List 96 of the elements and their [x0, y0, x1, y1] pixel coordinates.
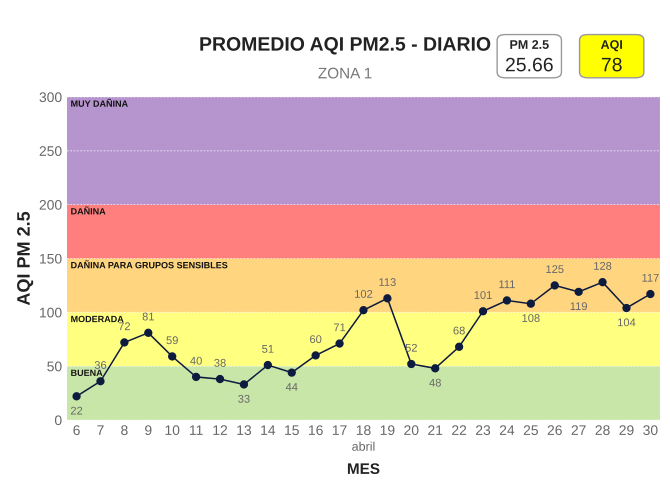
data-label: 22 [70, 406, 82, 414]
x-tick-label: 15 [285, 425, 299, 436]
point [646, 290, 655, 298]
y-tick-label: 0 [54, 415, 62, 426]
data-label: 102 [355, 290, 372, 298]
data-label: 119 [570, 302, 587, 310]
data-label: 60 [310, 335, 322, 344]
x-tick-label: 23 [476, 425, 490, 436]
data-label: 40 [190, 356, 202, 365]
x-tick-label: 22 [452, 425, 466, 435]
chart-subtitle: ZONA 1 [318, 68, 372, 78]
x-tick-label: 7 [97, 425, 104, 435]
x-tick-label: 21 [428, 425, 442, 435]
point [359, 306, 368, 314]
y-tick-label: 300 [40, 92, 62, 102]
data-label: 111 [499, 280, 515, 288]
x-tick-label: 30 [643, 425, 658, 436]
point [526, 300, 536, 308]
data-label: 104 [618, 318, 636, 326]
band-label: BUENA [71, 370, 102, 376]
chart-title: PROMEDIO AQI PM2.5 - DIARIO [200, 37, 490, 54]
text: AQI [600, 40, 622, 52]
point [574, 288, 583, 296]
point [431, 364, 440, 372]
data-label: 68 [454, 326, 465, 334]
data-label: 38 [214, 358, 226, 367]
point [622, 304, 631, 312]
x-tick-label: 6 [73, 425, 80, 436]
data-label: 72 [118, 322, 130, 330]
x-tick-label: 17 [332, 425, 347, 435]
point [335, 339, 344, 348]
x-tick-label: 24 [500, 425, 514, 435]
point [240, 380, 248, 389]
point [144, 328, 152, 337]
x-axis-title: MES [348, 463, 380, 474]
band-label: DAÑINA PARA GRUPOS SENSIBLES [71, 260, 228, 268]
point [216, 374, 224, 384]
point [96, 377, 105, 386]
point [383, 294, 392, 302]
data-label: 101 [474, 291, 492, 299]
y-tick-label: 50 [47, 361, 62, 372]
point [454, 342, 464, 351]
text: 25.66 [506, 58, 553, 72]
data-label: 36 [94, 361, 106, 369]
data-label: 113 [379, 278, 396, 286]
x-tick-label: 12 [213, 425, 228, 435]
point [192, 372, 200, 382]
point [288, 368, 296, 377]
point [120, 338, 129, 347]
x-tick-label: 16 [308, 425, 323, 436]
point [550, 281, 559, 290]
point [264, 360, 272, 370]
data-label: 125 [546, 265, 564, 274]
y-tick-label: 150 [40, 254, 62, 264]
text: abril [352, 442, 374, 451]
point [168, 352, 176, 361]
data-label: 51 [262, 345, 274, 353]
band-label: DAÑINA [71, 206, 106, 214]
data-label: 59 [166, 336, 178, 344]
band-label: MUY DAÑINA [71, 98, 128, 107]
point [598, 278, 607, 286]
x-tick-label: 14 [261, 425, 276, 435]
y-axis-title: AQI PM 2.5 [17, 212, 34, 306]
data-label: 71 [334, 324, 346, 332]
data-label: 81 [142, 312, 154, 320]
x-tick-label: 25 [524, 425, 538, 436]
text: 78 [602, 58, 622, 72]
data-label: 33 [238, 394, 250, 403]
x-tick-label: 13 [237, 425, 252, 436]
point [502, 296, 512, 305]
x-tick-label: 19 [380, 425, 394, 436]
data-label: 117 [642, 274, 659, 282]
point [407, 360, 416, 368]
band-label: MODERADA [71, 316, 124, 322]
x-tick-label: 18 [356, 425, 371, 436]
x-tick-label: 27 [572, 425, 586, 435]
y-tick-label: 200 [40, 200, 62, 210]
point [311, 351, 320, 360]
x-tick-label: 8 [121, 425, 128, 436]
data-label: 128 [594, 262, 612, 270]
x-tick-label: 11 [190, 425, 203, 435]
text: PM 2.5 [510, 40, 549, 49]
x-tick-label: 26 [548, 425, 562, 436]
data-label: 52 [406, 344, 417, 352]
data-label: 108 [522, 314, 540, 322]
data-label: 48 [429, 378, 441, 387]
x-tick-label: 10 [166, 425, 180, 436]
point [478, 307, 488, 316]
x-tick-label: 29 [619, 425, 634, 436]
y-tick-label: 250 [40, 146, 62, 156]
x-tick-label: 28 [596, 425, 610, 436]
point [72, 392, 81, 400]
x-tick-label: 20 [404, 425, 418, 436]
data-label: 44 [286, 383, 298, 391]
x-tick-label: 9 [145, 425, 152, 436]
y-tick-label: 100 [40, 308, 62, 318]
